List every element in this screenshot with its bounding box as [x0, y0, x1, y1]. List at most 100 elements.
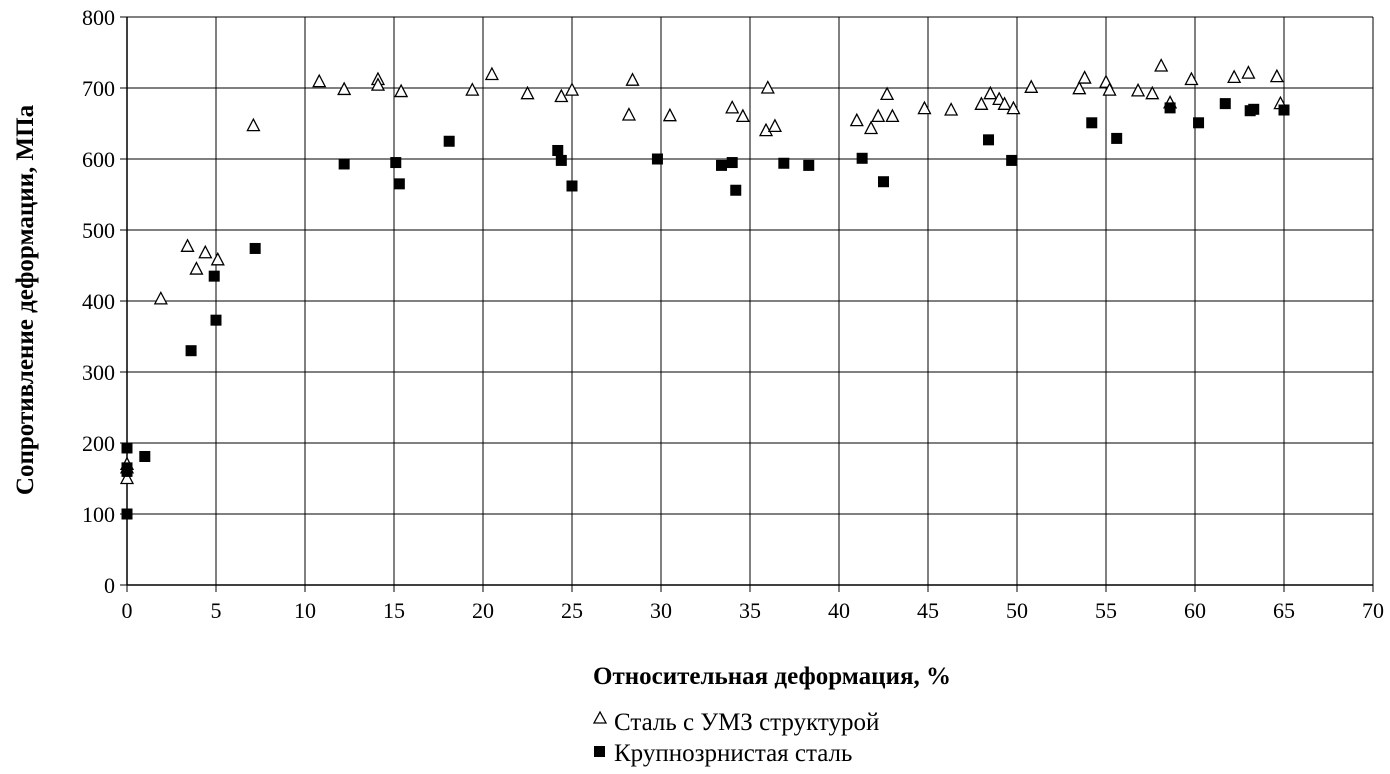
- data-point-umz: [917, 100, 932, 115]
- data-point-coarse: [338, 158, 350, 170]
- x-tick-label: 65: [1273, 598, 1295, 623]
- data-point-umz: [465, 82, 480, 96]
- data-point-umz: [1227, 69, 1242, 83]
- data-point-umz: [997, 96, 1012, 110]
- data-point-coarse: [208, 270, 220, 282]
- x-tick-label: 45: [917, 598, 939, 623]
- data-point-coarse: [1219, 98, 1231, 110]
- data-point-coarse: [651, 153, 663, 165]
- data-point-umz: [246, 117, 261, 132]
- y-tick-label: 400: [82, 289, 115, 314]
- data-point-umz: [735, 108, 750, 123]
- grid-lines: [127, 16, 1374, 585]
- x-tick-label: 20: [472, 598, 494, 623]
- data-point-coarse: [1278, 104, 1290, 116]
- y-tick-label: 800: [82, 5, 115, 30]
- data-point-coarse: [121, 462, 133, 474]
- x-tick-label: 0: [122, 598, 133, 623]
- data-point-umz: [974, 96, 989, 110]
- data-point-coarse: [1006, 154, 1018, 166]
- data-point-umz: [520, 85, 535, 100]
- x-tick-labels: 0 5 10 15 20 25 30 35 40 45 50 55 60 65 70: [122, 598, 1385, 623]
- data-point-umz: [767, 118, 782, 132]
- data-point-coarse: [185, 345, 197, 357]
- data-point-coarse: [1164, 102, 1176, 114]
- data-point-umz: [879, 86, 895, 101]
- data-point-umz: [484, 66, 499, 81]
- x-tick-label: 70: [1362, 598, 1384, 623]
- data-point-umz: [1006, 100, 1021, 115]
- x-tick-label: 25: [561, 598, 583, 623]
- axes: [120, 16, 1374, 592]
- legend-marker-square: [594, 746, 605, 757]
- data-point-coarse: [730, 184, 742, 196]
- data-point-coarse: [121, 442, 133, 454]
- data-point-umz: [1077, 70, 1092, 84]
- data-point-umz: [337, 81, 352, 96]
- data-point-coarse: [803, 159, 815, 171]
- data-point-umz: [662, 107, 677, 122]
- data-point-coarse: [249, 242, 261, 254]
- data-point-coarse: [121, 508, 133, 520]
- data-point-umz: [394, 83, 409, 98]
- legend-label-umz: Сталь с УМЗ структурой: [614, 709, 879, 736]
- legend-label-coarse: Крупнозрнистая сталь: [614, 740, 852, 767]
- data-point-umz: [554, 88, 569, 103]
- data-point-umz: [625, 72, 640, 86]
- data-point-coarse: [210, 314, 222, 326]
- y-tick-label: 500: [82, 218, 115, 243]
- x-tick-label: 60: [1184, 598, 1206, 623]
- data-point-coarse: [1086, 117, 1098, 129]
- data-point-coarse: [390, 157, 402, 169]
- data-point-umz: [983, 85, 998, 100]
- x-axis-title: Относительная деформация, %: [593, 663, 951, 690]
- x-tick-label: 40: [828, 598, 850, 623]
- data-point-umz: [885, 108, 900, 123]
- data-point-umz: [189, 261, 204, 275]
- x-tick-label: 10: [294, 598, 316, 623]
- y-tick-label: 0: [104, 573, 115, 598]
- data-point-umz: [153, 290, 168, 305]
- data-point-umz: [564, 82, 580, 96]
- data-point-umz: [1269, 68, 1284, 83]
- data-point-coarse: [726, 157, 738, 169]
- data-point-umz: [944, 102, 959, 116]
- data-point-coarse: [139, 450, 151, 462]
- legend: Сталь с УМЗ структурой Крупнозрнистая ст…: [592, 709, 879, 767]
- data-point-umz: [119, 470, 135, 485]
- y-axis-title: Сопротивление деформации, МПа: [12, 104, 39, 495]
- data-point-umz: [1102, 82, 1117, 96]
- data-point-coarse: [716, 159, 728, 171]
- data-point-coarse: [1111, 132, 1123, 144]
- y-tick-labels: 0 100 200 300 400 500 600 700 800: [82, 5, 115, 598]
- data-point-umz: [312, 73, 327, 88]
- data-point-coarse: [983, 134, 995, 146]
- data-point-umz: [210, 251, 225, 266]
- data-point-coarse: [555, 154, 567, 166]
- data-point-umz: [1024, 79, 1039, 93]
- data-point-umz: [621, 107, 637, 121]
- data-point-umz: [1072, 80, 1087, 95]
- data-point-coarse: [393, 178, 405, 190]
- data-point-umz: [760, 80, 775, 94]
- y-tick-label: 200: [82, 431, 115, 456]
- data-point-umz: [1154, 58, 1169, 72]
- data-point-coarse: [778, 157, 790, 169]
- y-tick-label: 600: [82, 147, 115, 172]
- data-point-umz: [1130, 82, 1146, 97]
- y-tick-label: 300: [82, 360, 115, 385]
- y-tick-label: 100: [82, 502, 115, 527]
- data-point-umz: [849, 112, 864, 127]
- data-point-coarse: [856, 152, 868, 164]
- legend-marker-triangle: [592, 710, 608, 724]
- x-tick-label: 35: [739, 598, 761, 623]
- data-point-coarse: [1193, 117, 1205, 129]
- x-tick-label: 30: [650, 598, 672, 623]
- data-point-coarse: [566, 180, 578, 192]
- data-point-coarse: [878, 176, 889, 188]
- x-tick-label: 5: [211, 598, 222, 623]
- data-point-coarse: [552, 144, 564, 156]
- data-point-umz: [1241, 65, 1256, 79]
- x-tick-label: 15: [383, 598, 405, 623]
